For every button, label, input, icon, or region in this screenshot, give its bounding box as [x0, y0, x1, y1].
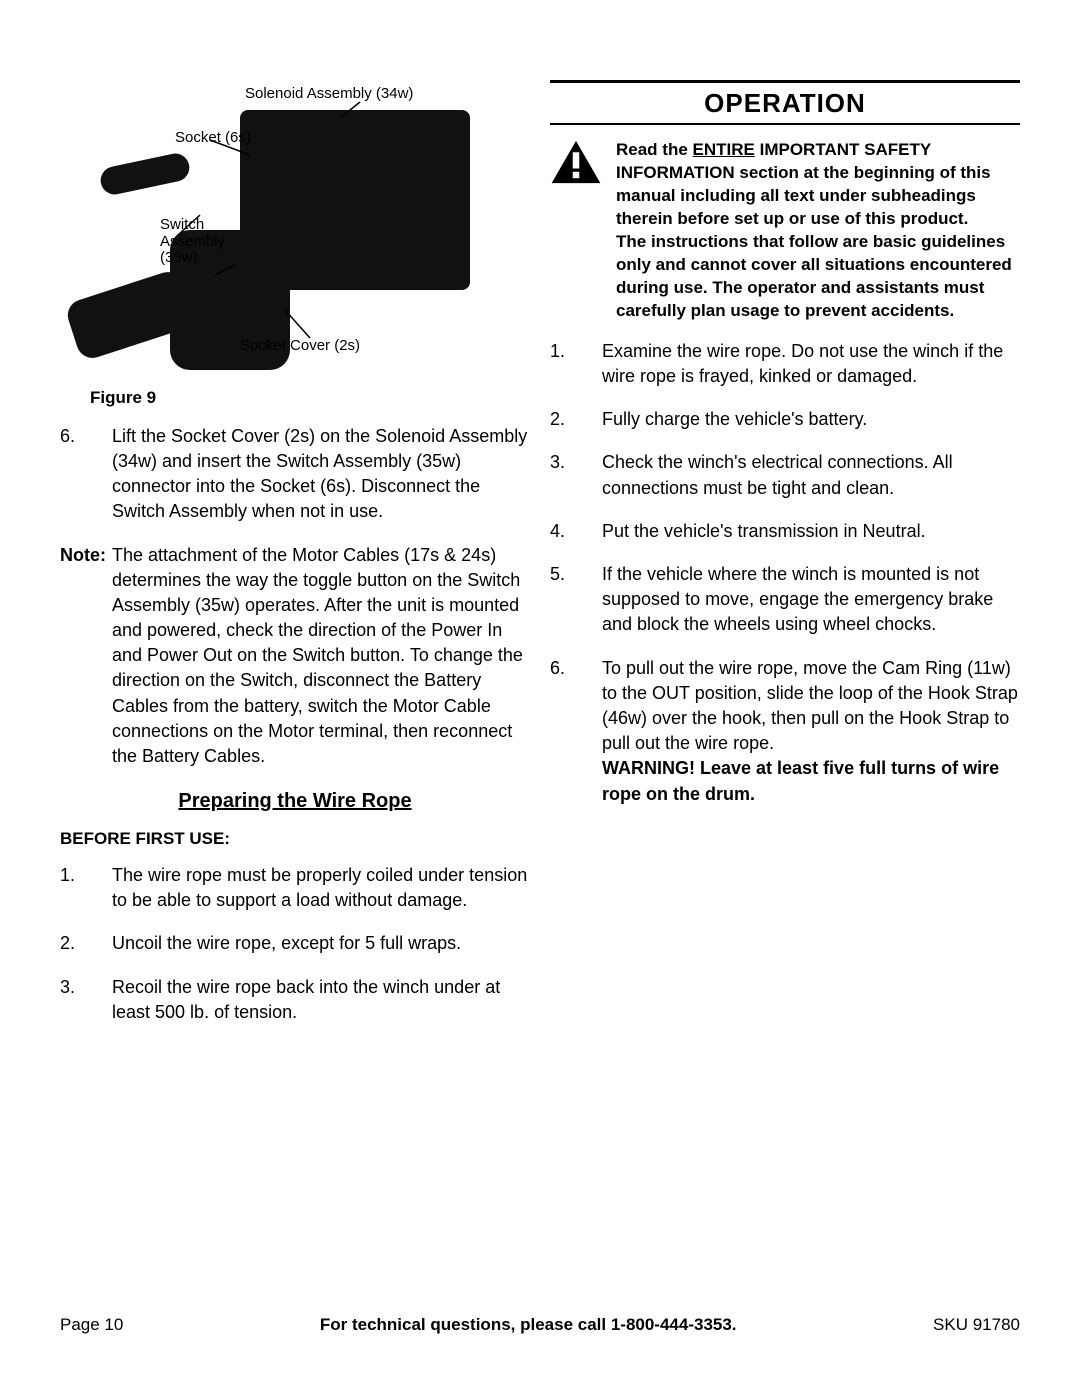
safety-warning-block: Read the ENTIRE IMPORTANT SAFETY INFORMA… — [550, 139, 1020, 323]
op6-text: To pull out the wire rope, move the Cam … — [602, 658, 1018, 754]
step-number: 6. — [550, 656, 602, 807]
footer-page: Page 10 — [60, 1313, 123, 1337]
step-body: The wire rope must be properly coiled un… — [112, 863, 530, 913]
step-body: Uncoil the wire rope, except for 5 full … — [112, 931, 530, 956]
operation-heading-rule: OPERATION — [550, 80, 1020, 125]
step-number: 3. — [550, 450, 602, 500]
figure-label-socket-cover: Socket Cover (2s) — [240, 338, 360, 355]
prep-heading: Preparing the Wire Rope — [60, 787, 530, 815]
figure-label-socket: Socket (6s) — [175, 130, 251, 147]
warn-para2: The instructions that follow are basic g… — [616, 232, 1012, 320]
left-column: Solenoid Assembly (34w) Socket (6s) Swit… — [60, 80, 530, 1043]
op-step-2: 2. Fully charge the vehicle's battery. — [550, 407, 1020, 432]
prep-step-1: 1. The wire rope must be properly coiled… — [60, 863, 530, 913]
left-note: Note: The attachment of the Motor Cables… — [60, 543, 530, 770]
footer-support-phone: For technical questions, please call 1-8… — [320, 1313, 737, 1337]
op-step-3: 3. Check the winch's electrical connecti… — [550, 450, 1020, 500]
before-first-use: BEFORE FIRST USE: — [60, 827, 530, 851]
page-footer: Page 10 For technical questions, please … — [60, 1313, 1020, 1337]
figure-9-diagram: Solenoid Assembly (34w) Socket (6s) Swit… — [60, 80, 530, 380]
op-step-4: 4. Put the vehicle's transmission in Neu… — [550, 519, 1020, 544]
left-step-6: 6. Lift the Socket Cover (2s) on the Sol… — [60, 424, 530, 525]
warn-prefix: Read the — [616, 140, 693, 159]
step-number: 6. — [60, 424, 112, 525]
step-number: 5. — [550, 562, 602, 638]
step-body: Lift the Socket Cover (2s) on the Soleno… — [112, 424, 530, 525]
step-body: Fully charge the vehicle's battery. — [602, 407, 1020, 432]
note-label: Note: — [60, 543, 112, 770]
step-number: 2. — [550, 407, 602, 432]
figure-lines — [60, 80, 530, 380]
step-body: If the vehicle where the winch is mounte… — [602, 562, 1020, 638]
step-number: 2. — [60, 931, 112, 956]
op-step-1: 1. Examine the wire rope. Do not use the… — [550, 339, 1020, 389]
op6-warning: WARNING! Leave at least five full turns … — [602, 758, 999, 803]
step-body: Check the winch's electrical connections… — [602, 450, 1020, 500]
figure-label-switch-l3: (35w) — [160, 250, 225, 267]
figure-label-solenoid: Solenoid Assembly (34w) — [245, 86, 413, 103]
figure-label-switch-l1: Switch — [160, 217, 225, 234]
step-body: Put the vehicle's transmission in Neutra… — [602, 519, 1020, 544]
figure-label-switch-l2: Assembly — [160, 234, 225, 251]
step-body: Examine the wire rope. Do not use the wi… — [602, 339, 1020, 389]
step-number: 4. — [550, 519, 602, 544]
step-number: 1. — [60, 863, 112, 913]
warning-triangle-icon — [550, 139, 602, 323]
step-number: 3. — [60, 975, 112, 1025]
prep-step-3: 3. Recoil the wire rope back into the wi… — [60, 975, 530, 1025]
step-body: To pull out the wire rope, move the Cam … — [602, 656, 1020, 807]
step-body: Recoil the wire rope back into the winch… — [112, 975, 530, 1025]
warn-entire: ENTIRE — [693, 140, 755, 159]
operation-heading: OPERATION — [550, 85, 1020, 121]
footer-sku: SKU 91780 — [933, 1313, 1020, 1337]
figure-caption: Figure 9 — [90, 386, 530, 410]
safety-warning-text: Read the ENTIRE IMPORTANT SAFETY INFORMA… — [616, 139, 1020, 323]
prep-step-2: 2. Uncoil the wire rope, except for 5 fu… — [60, 931, 530, 956]
right-column: OPERATION Read the ENTIRE IMPORTANT SAFE… — [550, 80, 1020, 1043]
step-number: 1. — [550, 339, 602, 389]
op-step-6: 6. To pull out the wire rope, move the C… — [550, 656, 1020, 807]
note-body: The attachment of the Motor Cables (17s … — [112, 543, 530, 770]
op-step-5: 5. If the vehicle where the winch is mou… — [550, 562, 1020, 638]
